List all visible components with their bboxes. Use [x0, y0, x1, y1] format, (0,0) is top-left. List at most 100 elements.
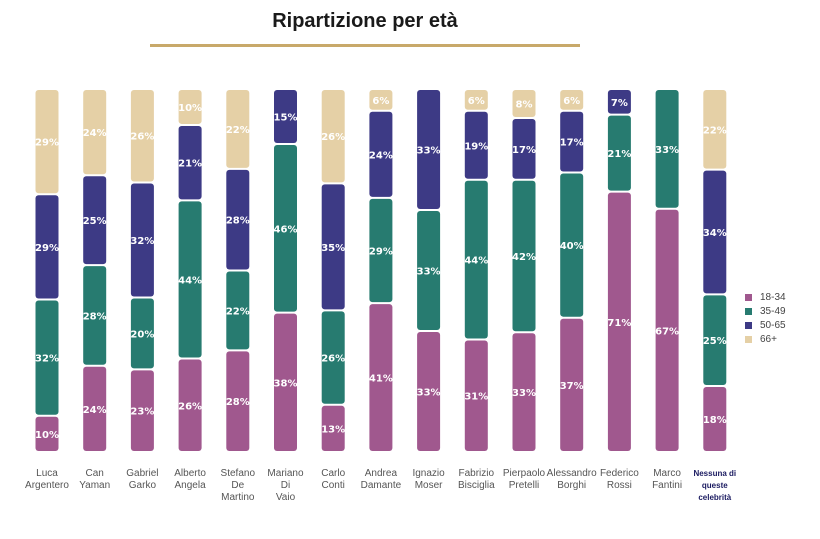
- bar-segment: [321, 90, 345, 183]
- bar-segment: [703, 90, 727, 169]
- data-label: 8%: [516, 100, 533, 111]
- bar-segment: [35, 195, 59, 299]
- bar-segment: [321, 311, 345, 404]
- bar-segment: [83, 266, 107, 365]
- bar-segment: [178, 359, 202, 451]
- data-label: 10%: [178, 103, 202, 114]
- legend-label: 66+: [760, 333, 777, 345]
- data-label: 25%: [703, 336, 727, 347]
- data-label: 38%: [274, 378, 298, 389]
- legend-swatch: [745, 335, 752, 343]
- legend-label: 18-34: [760, 291, 786, 303]
- data-label: 20%: [130, 329, 154, 340]
- data-label: 33%: [417, 146, 441, 157]
- x-tick-label: Federico Rossi: [600, 468, 639, 491]
- bar-segment: [130, 298, 154, 369]
- bar-segment: [274, 145, 297, 312]
- legend-swatch: [745, 321, 752, 329]
- data-label: 6%: [372, 96, 389, 107]
- data-label: 29%: [35, 138, 59, 149]
- bar-segment: [274, 313, 297, 451]
- data-label: 26%: [321, 354, 345, 365]
- bar-segment: [35, 300, 59, 415]
- bar-segment: [130, 90, 154, 182]
- data-label: 10%: [35, 430, 59, 441]
- data-label: 17%: [512, 145, 536, 156]
- bar-segment: [703, 387, 727, 451]
- data-label: 44%: [178, 275, 202, 286]
- x-tick-label: Alessandro Borghi: [547, 468, 597, 491]
- legend-item: 66+: [745, 332, 786, 346]
- x-tick-label: Alberto Angela: [174, 468, 206, 491]
- bar-segment: [226, 271, 250, 350]
- bar-segment: [369, 90, 393, 110]
- chart-legend: 18-34 35-49 50-65 66+: [745, 290, 786, 346]
- bar-segment: [226, 90, 250, 168]
- legend-label: 50-65: [760, 319, 786, 331]
- data-label: 24%: [83, 405, 107, 416]
- bar-segment: [560, 111, 584, 172]
- bar-segment: [464, 180, 488, 339]
- bar-segment: [607, 115, 631, 191]
- data-label: 18%: [703, 415, 727, 426]
- bar-segment: [607, 192, 631, 451]
- bar-segment: [83, 176, 107, 265]
- x-tick-label: Gabriel Garko: [126, 468, 158, 491]
- bar-segment: [321, 184, 345, 310]
- data-label: 33%: [512, 388, 536, 399]
- bar-segment: [130, 183, 154, 297]
- x-tick-label: Andrea Damante: [361, 468, 402, 491]
- data-label: 33%: [417, 388, 441, 399]
- data-label: 31%: [464, 392, 488, 403]
- bar-segment: [560, 318, 584, 451]
- data-label: 6%: [563, 96, 580, 107]
- data-label: 71%: [607, 318, 631, 329]
- data-label: 15%: [274, 113, 298, 124]
- bar-segment: [464, 111, 488, 179]
- bar-segment: [417, 332, 441, 451]
- bar-segment: [703, 170, 727, 294]
- bar-segment: [464, 90, 488, 110]
- data-label: 41%: [369, 374, 393, 385]
- data-label: 26%: [130, 132, 154, 143]
- data-label: 33%: [417, 267, 441, 278]
- data-label: 32%: [35, 354, 59, 365]
- data-label: 21%: [178, 159, 202, 170]
- data-label: 22%: [703, 125, 727, 136]
- data-label: 22%: [226, 306, 250, 317]
- legend-swatch: [745, 293, 752, 301]
- bar-segment: [560, 90, 584, 110]
- bar-segment: [178, 201, 202, 358]
- data-label: 29%: [369, 247, 393, 258]
- x-tick-label: Pierpaolo Pretelli: [503, 468, 546, 491]
- bar-segment: [560, 173, 584, 317]
- bar-segment: [512, 90, 536, 118]
- data-label: 26%: [321, 132, 345, 143]
- bar-segment: [35, 90, 59, 194]
- data-label: 26%: [178, 401, 202, 412]
- data-label: 44%: [464, 256, 488, 267]
- bar-segment: [83, 366, 107, 451]
- data-label: 46%: [274, 224, 298, 235]
- data-label: 42%: [512, 252, 536, 263]
- data-label: 22%: [226, 125, 250, 136]
- bar-segment: [655, 209, 679, 451]
- data-label: 32%: [130, 236, 154, 247]
- data-label: 40%: [560, 241, 584, 252]
- bar-segment: [369, 111, 393, 197]
- data-label: 21%: [607, 149, 631, 160]
- x-tick-label: Mariano Di Vaio: [267, 468, 304, 503]
- x-tick-label: Ignazio Moser: [412, 468, 445, 491]
- legend-label: 35-49: [760, 305, 786, 317]
- chart-title: Ripartizione per età: [272, 10, 458, 32]
- bar-segment: [178, 90, 202, 124]
- legend-item: 50-65: [745, 318, 786, 332]
- x-tick-label: Carlo Conti: [321, 468, 345, 491]
- data-label: 67%: [655, 326, 679, 337]
- bar-segment: [369, 304, 393, 451]
- x-tick-label: Marco Fantini: [652, 468, 682, 491]
- data-label: 6%: [468, 96, 485, 107]
- bar-segment: [512, 119, 536, 179]
- bar-segment: [226, 169, 250, 270]
